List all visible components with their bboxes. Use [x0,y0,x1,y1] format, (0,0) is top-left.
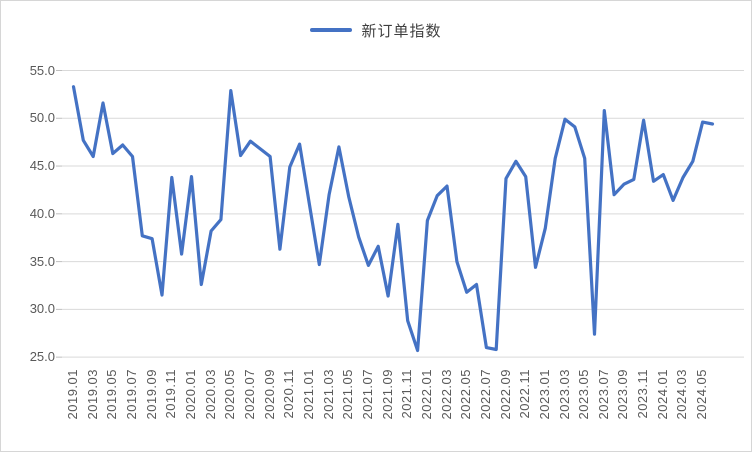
x-axis-label: 2024.05 [694,369,710,420]
x-axis-label: 2022.01 [418,369,434,420]
x-axis-label: 2023.05 [576,369,592,420]
x-axis-label: 2021.09 [379,369,395,420]
y-axis-label: 55.0 [29,62,55,78]
x-axis-label: 2023.01 [536,369,552,420]
y-axis-label: 35.0 [29,253,55,269]
x-axis-label: 2019.01 [65,369,80,420]
x-axis-label: 2023.11 [635,369,651,419]
x-axis-label: 2022.03 [438,369,454,420]
x-axis-label: 2020.01 [182,369,198,420]
x-axis-label: 2022.09 [497,369,513,420]
x-axis-label: 2019.07 [123,369,139,420]
x-axis-label: 2022.11 [517,369,533,419]
y-axis-label: 50.0 [29,110,55,126]
x-axis-label: 2020.05 [222,369,238,420]
x-axis-label: 2019.03 [84,369,100,420]
x-axis-label: 2022.05 [458,369,474,420]
x-axis-label: 2020.07 [241,369,257,420]
x-axis-label: 2022.07 [477,369,493,420]
x-axis-label: 2019.09 [143,369,159,420]
x-axis-label: 2019.05 [104,369,120,420]
x-axis-label: 2024.03 [674,369,690,420]
legend-line-swatch [310,28,353,32]
legend-label: 新订单指数 [361,22,442,40]
y-axis-label: 45.0 [29,158,55,174]
y-axis-label: 25.0 [29,349,55,365]
x-axis-label: 2019.11 [163,369,179,419]
y-axis-label: 30.0 [29,301,55,317]
x-axis-label: 2023.07 [595,369,611,420]
x-axis-label: 2021.03 [320,369,336,420]
x-axis-label: 2020.09 [261,369,277,420]
x-axis-label: 2020.03 [202,369,218,420]
x-axis-label: 2021.01 [300,369,316,420]
x-axis-label: 2021.05 [340,369,356,420]
y-axis-label: 40.0 [29,205,55,221]
x-axis-label: 2023.03 [556,369,572,420]
x-axis-label: 2023.09 [615,369,631,420]
x-axis-label: 2021.07 [359,369,375,420]
series-line [71,85,715,353]
x-axis-label: 2021.11 [399,369,415,419]
chart-legend[interactable]: 新订单指数 [1,19,751,41]
x-axis-label: 2024.01 [654,369,670,420]
x-axis-label: 2020.11 [281,369,297,419]
